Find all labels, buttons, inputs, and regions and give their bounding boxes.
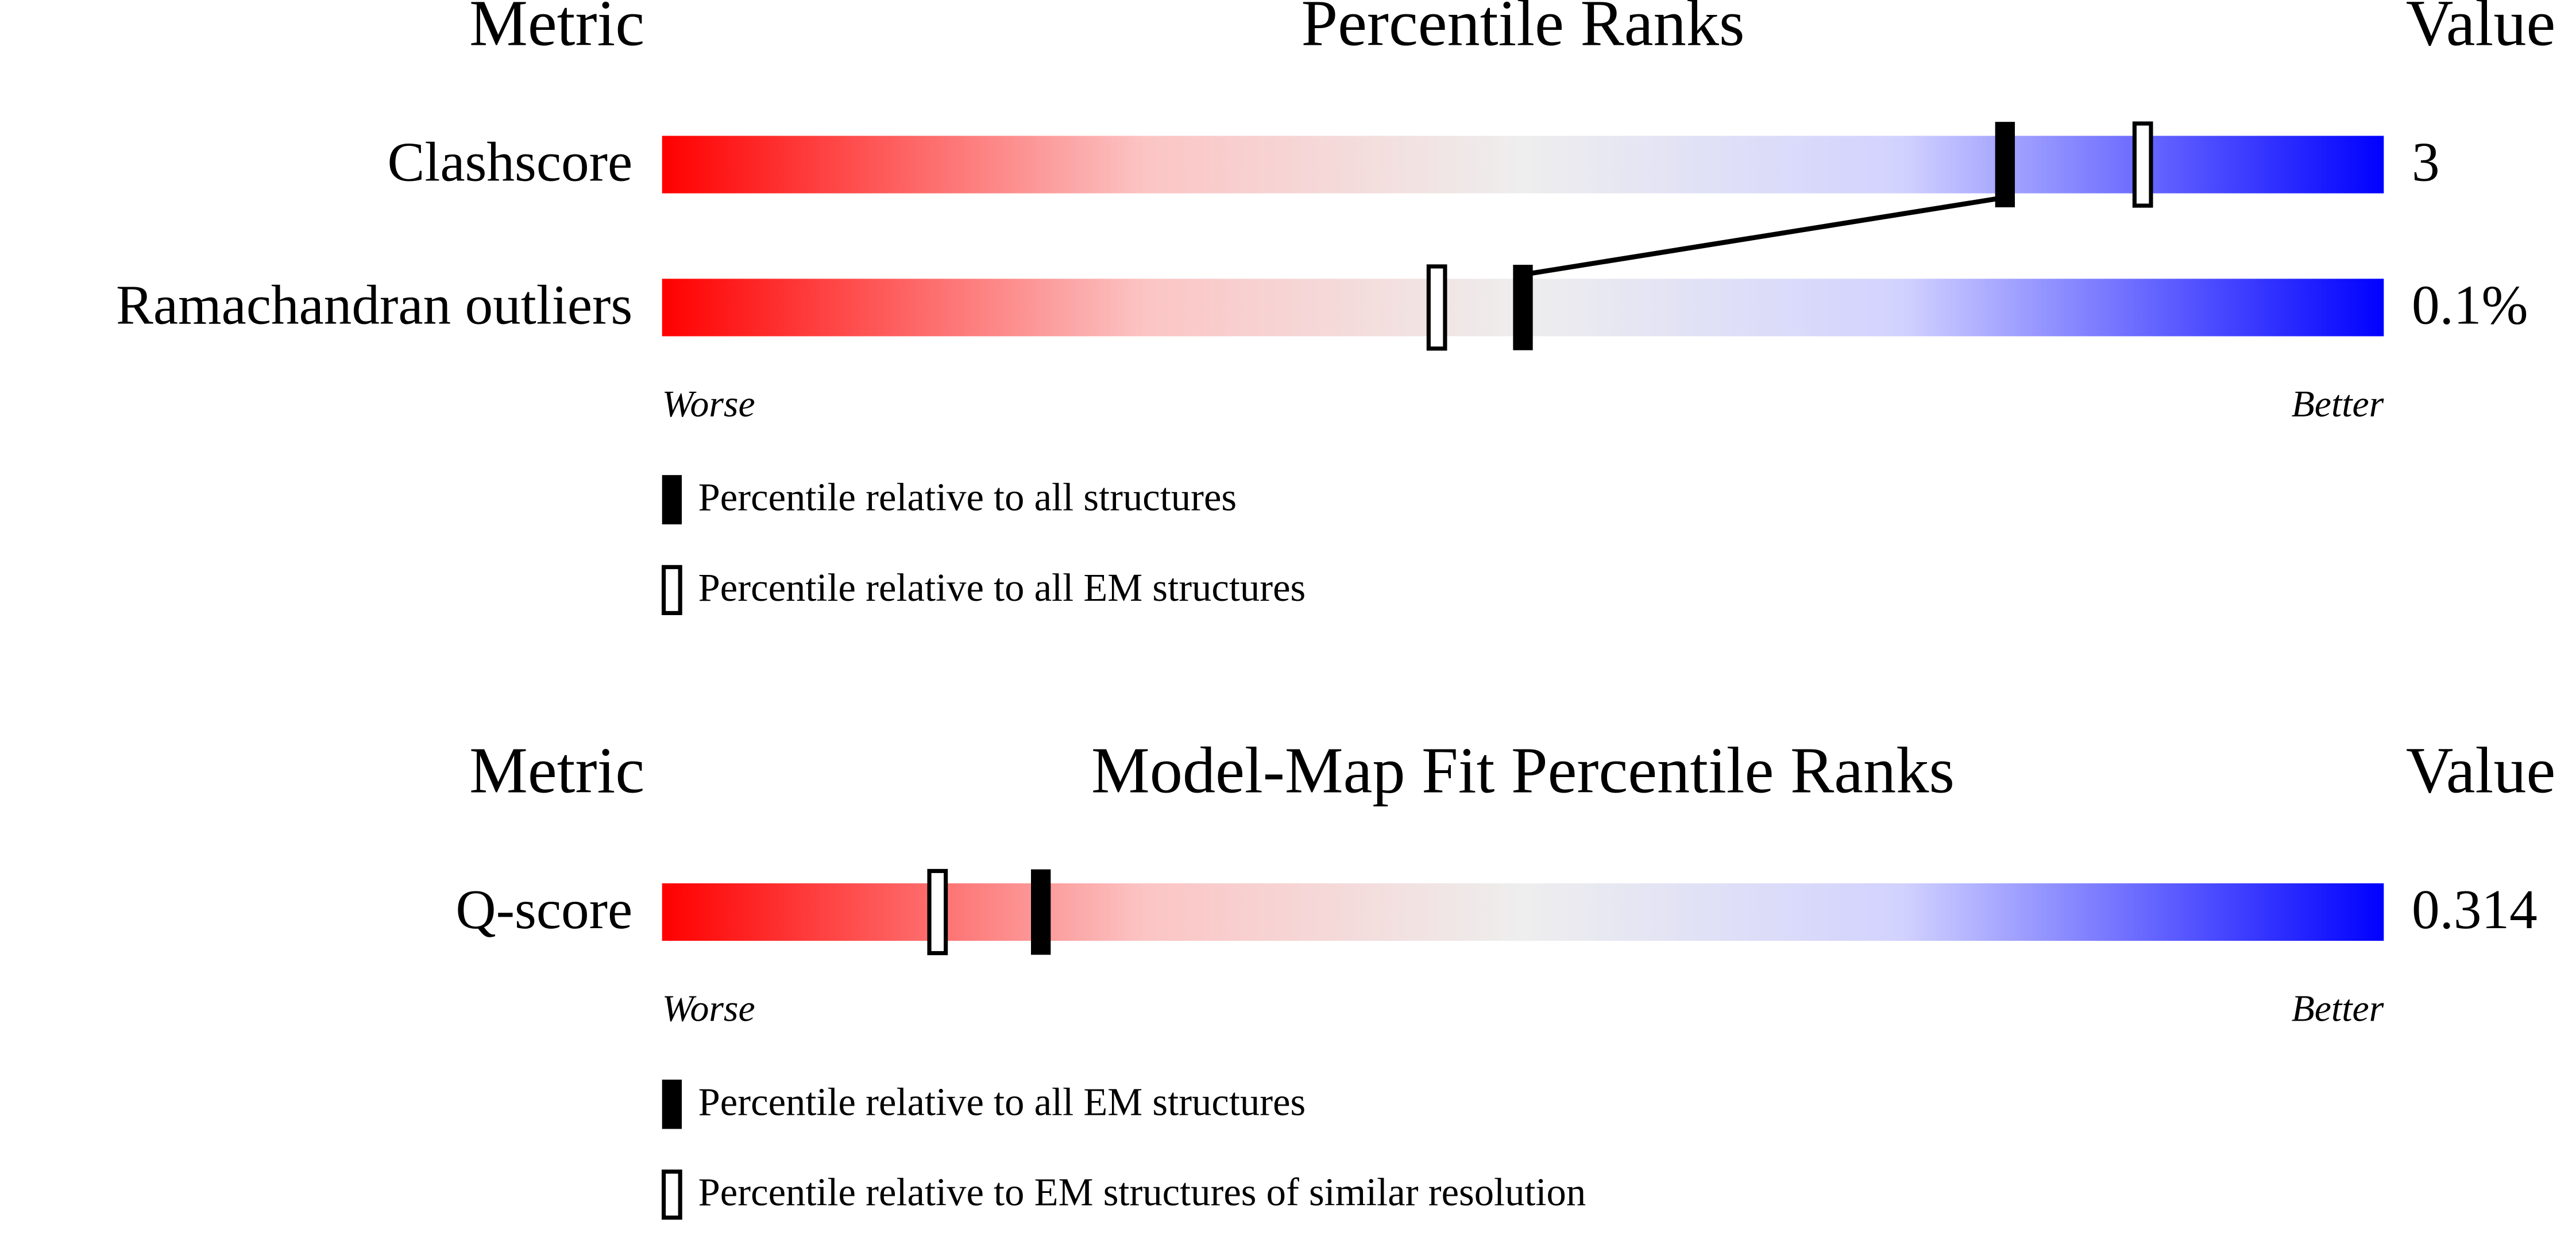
slider-bar	[662, 136, 2384, 194]
chart-title: Model-Map Fit Percentile Ranks	[1091, 734, 1955, 807]
better-label: Better	[2292, 383, 2384, 425]
legend-marker	[662, 1079, 682, 1129]
better-label: Better	[2292, 988, 2384, 1030]
legend-label: Percentile relative to all EM structures	[698, 1080, 1306, 1123]
metric-label: Ramachandran outliers	[116, 274, 632, 336]
marker-open	[2132, 121, 2153, 208]
legend-label: Percentile relative to all structures	[698, 476, 1237, 519]
marker-filled	[1995, 122, 2015, 207]
metric-value: 0.314	[2412, 879, 2538, 941]
legend-marker	[661, 565, 682, 615]
metric-value: 3	[2412, 132, 2440, 194]
worse-label: Worse	[662, 383, 755, 425]
connector-line	[1522, 195, 2006, 277]
metric-header: Metric	[469, 734, 644, 807]
marker-filled	[1513, 265, 1533, 350]
value-header: Value	[2406, 734, 2556, 807]
marker-open	[927, 868, 948, 956]
legend-label: Percentile relative to EM structures of …	[698, 1171, 1586, 1214]
chart-title: Percentile Ranks	[1301, 0, 1745, 59]
value-header: Value	[2406, 0, 2556, 59]
legend-label: Percentile relative to all EM structures	[698, 566, 1306, 609]
legend-marker	[662, 475, 682, 524]
metric-label: Clashscore	[388, 132, 633, 194]
marker-open	[1426, 264, 1447, 351]
metric-value: 0.1%	[2412, 274, 2528, 336]
worse-label: Worse	[662, 988, 755, 1030]
metric-header: Metric	[469, 0, 644, 59]
metric-label: Q-score	[455, 879, 632, 941]
legend-marker	[661, 1169, 682, 1220]
slider-bar	[662, 883, 2384, 941]
marker-filled	[1031, 869, 1051, 955]
